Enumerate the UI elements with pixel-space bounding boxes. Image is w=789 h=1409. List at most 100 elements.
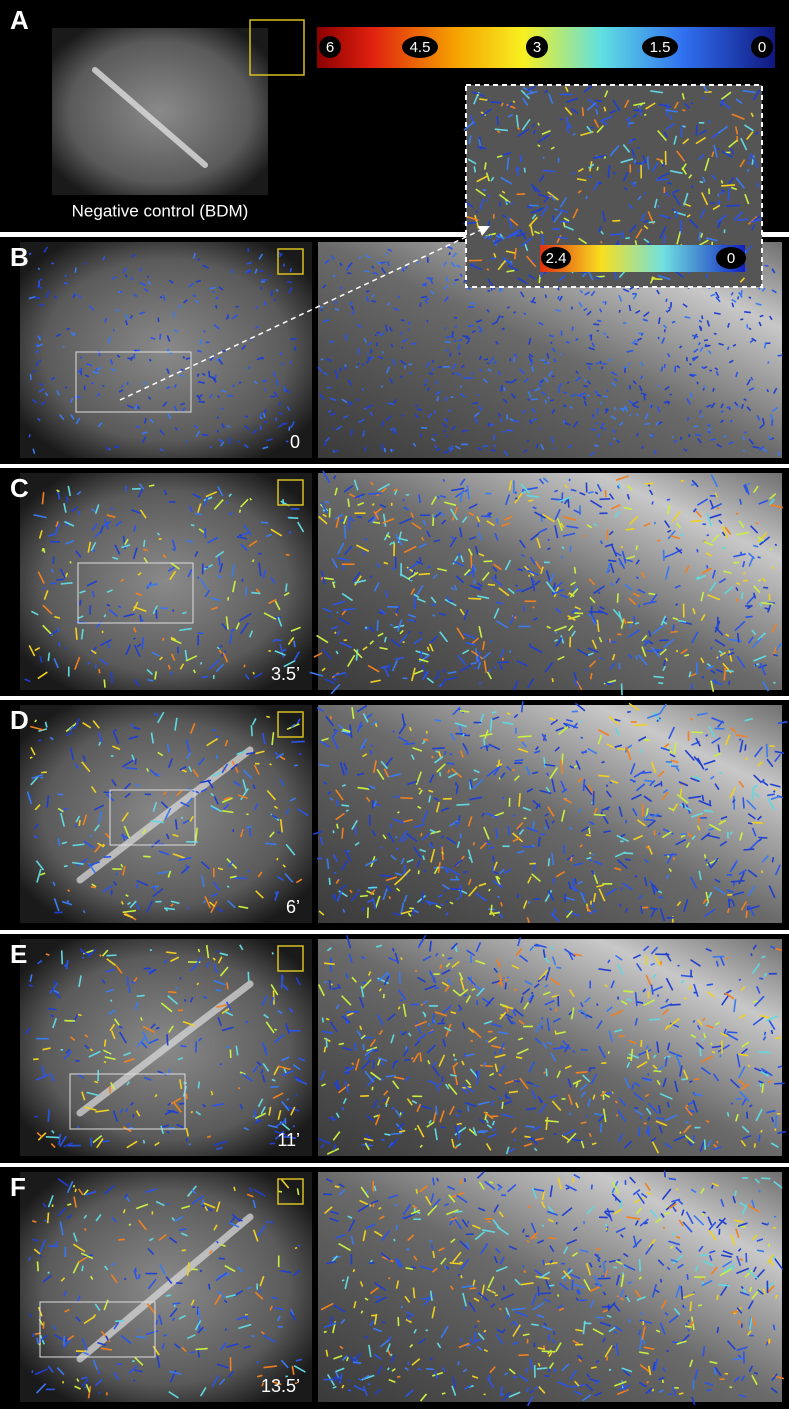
vector: [257, 1361, 258, 1364]
vector: [621, 547, 623, 548]
vector: [93, 550, 96, 551]
vector: [421, 1298, 430, 1299]
vector: [201, 676, 208, 677]
vector: [725, 671, 733, 672]
vector: [277, 832, 280, 833]
vector: [509, 1091, 518, 1092]
vector: [253, 560, 254, 562]
vector: [494, 435, 495, 441]
vector: [743, 797, 744, 808]
vector: [684, 998, 687, 999]
vector: [324, 1047, 325, 1053]
vector: [705, 769, 708, 770]
vector: [290, 531, 291, 534]
vector: [558, 296, 559, 299]
vector: [659, 640, 668, 641]
vector: [186, 1094, 187, 1100]
vector: [499, 371, 500, 375]
vector: [687, 1274, 688, 1280]
vector: [219, 557, 220, 566]
vector: [294, 641, 295, 647]
vector: [609, 1369, 611, 1370]
vector: [388, 1278, 390, 1279]
vector: [532, 992, 533, 994]
vector: [599, 592, 600, 594]
vector: [261, 287, 262, 290]
vector: [191, 525, 194, 526]
vector: [53, 557, 54, 564]
vector: [581, 1049, 588, 1050]
vector: [250, 828, 251, 836]
vector: [365, 446, 366, 451]
vector: [363, 430, 364, 436]
vector: [745, 745, 746, 751]
vector: [185, 999, 186, 1001]
vector: [527, 440, 528, 442]
vector: [72, 332, 73, 335]
vector: [456, 825, 458, 827]
vector: [358, 890, 360, 891]
vector: [397, 812, 399, 813]
vector: [415, 405, 417, 406]
vector: [448, 958, 453, 959]
vector: [415, 971, 417, 972]
vector: [259, 271, 263, 272]
vector: [169, 1128, 175, 1129]
vector: [487, 363, 489, 364]
vector: [227, 886, 229, 887]
vector: [488, 584, 495, 585]
vector: [719, 655, 720, 659]
vector: [594, 445, 598, 446]
vector: [166, 1295, 171, 1296]
vector: [586, 668, 587, 671]
vector: [550, 400, 554, 401]
vector: [351, 429, 352, 436]
vector: [337, 824, 338, 829]
vector: [619, 484, 620, 488]
vector: [141, 1017, 142, 1020]
vector: [623, 853, 633, 854]
vector: [767, 1342, 768, 1346]
vector: [644, 424, 649, 425]
vector: [671, 631, 678, 632]
vector: [261, 282, 265, 283]
vector: [386, 590, 387, 597]
vector: [111, 672, 112, 684]
vector: [707, 984, 713, 985]
vector: [441, 1127, 446, 1128]
vector: [484, 738, 485, 746]
vector: [126, 1108, 127, 1112]
vector: [682, 110, 685, 111]
vector: [320, 307, 323, 308]
colorbar-tick: 6: [326, 39, 334, 56]
vector: [743, 436, 744, 440]
vector: [771, 1030, 772, 1034]
vector: [556, 967, 561, 968]
vector: [253, 672, 254, 674]
vector: [40, 777, 43, 778]
vector: [409, 908, 414, 909]
vector: [380, 847, 383, 848]
vector: [636, 545, 637, 550]
vector: [747, 324, 748, 328]
vector: [649, 1019, 660, 1020]
vector: [622, 231, 623, 238]
vector: [240, 510, 241, 513]
vector: [610, 782, 612, 783]
vector: [691, 521, 702, 522]
vector: [263, 381, 266, 382]
vector: [287, 1099, 289, 1100]
vector: [673, 625, 674, 632]
vector: [339, 1043, 344, 1044]
vector: [637, 433, 638, 436]
vector: [513, 421, 519, 422]
vector: [432, 756, 433, 758]
vector: [743, 450, 745, 452]
vector: [401, 332, 402, 335]
vector: [748, 823, 752, 824]
vector: [627, 712, 631, 713]
vector: [462, 336, 469, 337]
vector: [75, 267, 76, 272]
separator: [0, 930, 789, 933]
vector: [699, 815, 700, 823]
